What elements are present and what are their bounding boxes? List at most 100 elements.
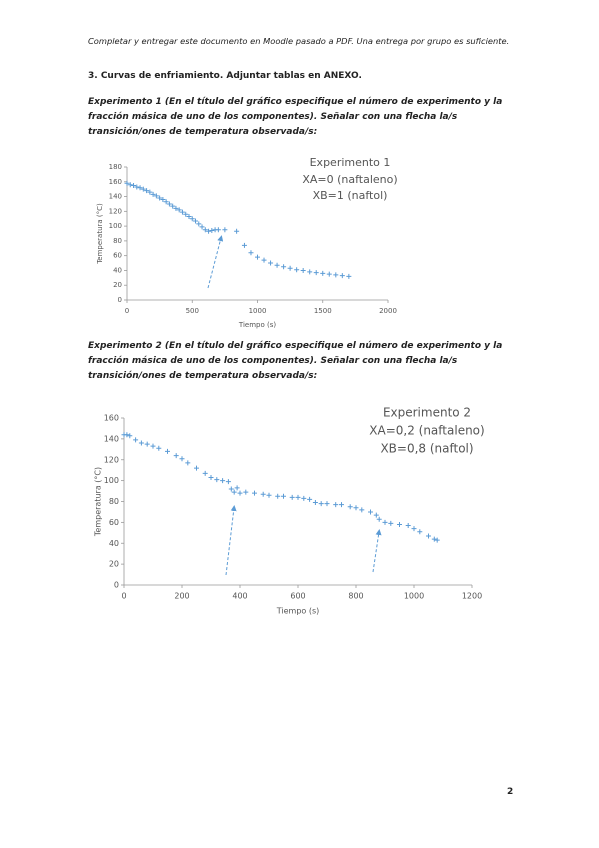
data-point [359, 507, 365, 513]
data-point [144, 188, 150, 194]
data-point [189, 216, 195, 222]
data-point [186, 214, 192, 220]
data-point [255, 254, 260, 260]
x-tick-label: 800 [348, 592, 363, 601]
chart-title: XB=0,8 (naftol) [380, 442, 473, 456]
data-point [234, 228, 240, 234]
data-point [214, 477, 220, 483]
data-point [326, 271, 332, 277]
data-point [157, 195, 163, 201]
data-point [382, 519, 388, 525]
data-point [260, 491, 266, 497]
y-tick-label: 60 [113, 252, 122, 260]
x-tick-label: 400 [232, 592, 247, 601]
y-tick-label: 120 [109, 207, 122, 215]
data-point [208, 474, 214, 480]
data-point [333, 502, 339, 508]
data-point [281, 493, 286, 499]
data-point [202, 227, 208, 233]
chart: 0 20 40 60 80 100 120 140 160 180 0 500 1000 1500 2000… [96, 156, 398, 329]
data-point [220, 478, 226, 484]
data-point [222, 227, 228, 233]
data-point [307, 496, 313, 502]
data-point [300, 267, 306, 273]
data-point [166, 201, 172, 207]
data-point [405, 523, 411, 529]
data-point [156, 445, 162, 451]
data-point [209, 228, 215, 234]
data-point [137, 185, 143, 191]
data-point [287, 265, 293, 271]
data-point [411, 526, 417, 532]
data-point [179, 456, 185, 462]
data-point [133, 437, 139, 443]
data-point [346, 273, 352, 279]
chart-title: Experimento 2 [383, 406, 471, 420]
y-tick-label: 180 [109, 163, 122, 171]
data-point [127, 182, 133, 188]
data-point [434, 537, 440, 543]
y-tick-label: 40 [109, 539, 119, 548]
chart-title: XA=0 (naftaleno) [302, 173, 397, 186]
chart-title: Experimento 1 [310, 156, 391, 169]
data-point [241, 242, 247, 248]
data-point [339, 273, 345, 279]
data-point [388, 520, 394, 526]
data-point [312, 500, 318, 506]
data-point [353, 505, 359, 511]
data-point [275, 493, 281, 499]
data-point [193, 218, 199, 224]
arrow [207, 235, 224, 289]
data-point [373, 512, 379, 518]
header: Completar y entregar este documento en M… [88, 36, 510, 46]
data-point [266, 492, 272, 498]
y-tick-label: 140 [109, 193, 122, 201]
data-point [347, 504, 353, 510]
y-axis-title: Temperatura (°C) [94, 467, 103, 537]
data-point [313, 270, 319, 276]
x-tick-label: 500 [186, 307, 199, 315]
data-point [173, 205, 179, 211]
instruction: Experimento 1 (En el título del gráfico … [88, 97, 503, 137]
y-tick-label: 140 [104, 434, 119, 443]
data-point [234, 485, 240, 491]
chart: 0 20 40 60 80 100 120 140 160 0 200 400 600 800 1000 12… [94, 406, 485, 616]
data-point [199, 224, 205, 230]
data-point [426, 533, 431, 539]
data-point [170, 203, 176, 209]
x-tick-label: 1500 [314, 307, 332, 315]
data-point [397, 521, 402, 527]
y-tick-label: 60 [109, 518, 119, 527]
data-point [160, 197, 166, 203]
chart-title: XB=1 (naftol) [313, 189, 388, 202]
data-point [124, 432, 130, 438]
data-point [318, 501, 324, 507]
data-point [165, 448, 170, 454]
data-point [376, 516, 382, 522]
x-tick-label: 2000 [379, 307, 397, 315]
data-point [202, 470, 208, 476]
data-point [153, 193, 159, 199]
data-point [144, 441, 150, 447]
data-point [301, 495, 307, 501]
y-tick-label: 20 [109, 560, 119, 569]
data-point [124, 180, 130, 186]
x-axis-title: Tiempo (s) [276, 607, 320, 616]
data-point [339, 502, 344, 508]
data-point [179, 209, 185, 215]
data-point [176, 207, 182, 213]
data-point [431, 536, 437, 542]
x-tick-label: 1000 [404, 592, 424, 601]
x-tick-label: 0 [125, 307, 129, 315]
data-point [333, 272, 339, 278]
y-tick-label: 120 [104, 455, 119, 464]
data-point [368, 509, 373, 515]
x-tick-label: 600 [290, 592, 305, 601]
y-tick-label: 160 [104, 414, 119, 423]
data-point [231, 489, 237, 495]
data-point [295, 494, 301, 500]
data-point [243, 489, 249, 495]
arrow [372, 529, 382, 573]
data-point [196, 221, 202, 227]
